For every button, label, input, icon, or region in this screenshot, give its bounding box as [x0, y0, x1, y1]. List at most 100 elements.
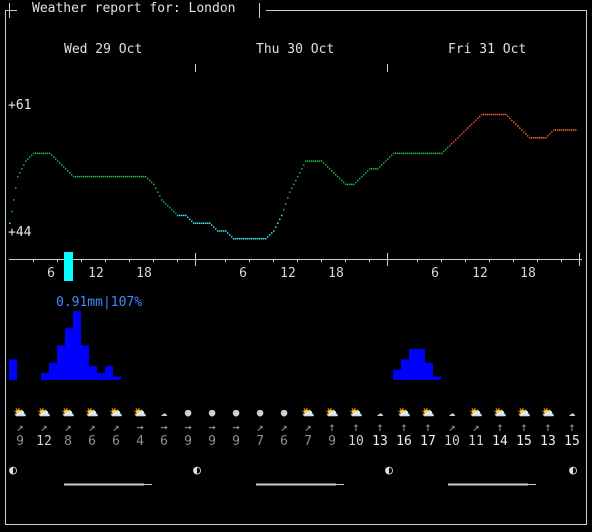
temperature-point	[361, 175, 363, 178]
cloud-sun-icon: ⛅	[325, 406, 339, 419]
temperature-point	[163, 201, 165, 203]
cloud-sun-icon: ⛅	[37, 406, 51, 419]
temperature-point	[199, 222, 201, 224]
temperature-point	[17, 175, 19, 178]
temperature-point	[503, 113, 505, 116]
moon-full-icon: ●	[256, 406, 264, 419]
temperature-point	[93, 175, 95, 178]
temperature-point	[131, 175, 133, 178]
temperature-point	[171, 208, 173, 211]
temperature-point	[251, 238, 253, 240]
wind-direction-icon: ↑	[376, 420, 384, 434]
precipitation-bar	[393, 369, 401, 380]
temperature-point	[501, 113, 503, 116]
wind-speed: 7	[256, 434, 264, 449]
temperature-point	[525, 133, 527, 135]
temperature-point	[369, 168, 371, 170]
cloud-sun-icon: ⛅	[541, 406, 555, 419]
cloud-icon: ☁	[448, 406, 456, 419]
temperature-point	[25, 160, 27, 162]
temperature-point	[403, 152, 405, 155]
temperature-point	[157, 191, 159, 193]
temperature-point	[475, 119, 477, 122]
temperature-point	[67, 170, 69, 172]
wind-direction-icon: ↗	[280, 420, 288, 434]
temperature-point	[243, 238, 245, 240]
temperature-point	[61, 164, 63, 166]
cloud-sun-icon: ⛅	[493, 406, 507, 419]
cloud-icon: ☁	[376, 406, 384, 419]
temperature-point	[449, 144, 451, 147]
wind-direction-icon: →	[208, 420, 216, 434]
temperature-point	[223, 230, 225, 232]
temperature-point	[395, 152, 397, 155]
wind-direction-icon: ↗	[472, 420, 480, 434]
temperature-point	[461, 133, 463, 135]
temperature-point	[385, 160, 387, 162]
day-label-fri: Fri 31 Oct	[448, 42, 527, 57]
hour-axis-ticks	[33, 259, 562, 262]
wind-speed: 7	[304, 434, 312, 449]
temperature-point	[291, 187, 293, 190]
precipitation-bar	[113, 376, 121, 380]
temperature-point	[465, 129, 467, 131]
cloud-sun-icon: ⛅	[133, 406, 147, 419]
temperature-point	[523, 131, 525, 133]
temperature-point	[205, 222, 207, 224]
wind-direction-icon: ↑	[400, 420, 408, 434]
temperature-point	[283, 208, 285, 211]
temperature-point	[107, 175, 109, 178]
moon-full-icon: ●	[208, 406, 216, 419]
temperature-point	[169, 206, 171, 209]
temperature-point	[423, 152, 425, 155]
temperature-point	[281, 214, 283, 217]
wind-direction-icon: ↗	[448, 420, 456, 434]
temperature-point	[293, 183, 295, 186]
wind-direction-icon: ↗	[112, 420, 120, 434]
wind-speed: 10	[444, 434, 460, 449]
temperature-point	[143, 175, 145, 178]
temperature-point	[351, 183, 353, 186]
temperature-point	[91, 175, 93, 178]
temperature-point	[59, 162, 61, 164]
temperature-point	[357, 179, 359, 182]
wind-speed: 6	[280, 434, 288, 449]
moon-full-icon: ●	[232, 406, 240, 419]
temperature-point	[249, 238, 251, 240]
temperature-point	[533, 137, 535, 139]
wind-speed: 15	[516, 434, 532, 449]
temperature-point	[379, 166, 381, 168]
wind-speed: 4	[136, 434, 144, 449]
temperature-point	[231, 236, 233, 238]
moon-phase-icon: ◐	[385, 463, 393, 478]
temperature-point	[43, 152, 45, 155]
temperature-point	[495, 113, 497, 116]
precipitation-bar	[417, 348, 425, 380]
cloud-icon: ☁	[568, 406, 576, 419]
temperature-point	[125, 175, 127, 178]
wind-direction-icon: ↑	[424, 420, 432, 434]
temperature-point	[299, 172, 301, 174]
temperature-point	[467, 127, 469, 129]
temperature-point	[469, 125, 471, 127]
temperature-point	[149, 179, 151, 182]
temperature-point	[519, 127, 521, 129]
hour-tick-label: 12	[472, 266, 488, 281]
temperature-point	[309, 160, 311, 162]
temperature-point	[241, 238, 243, 240]
temperature-point	[485, 113, 487, 116]
temperature-point	[347, 183, 349, 186]
temperature-point	[509, 117, 511, 120]
temperature-point	[353, 183, 355, 186]
temperature-point	[355, 181, 357, 184]
temperature-point	[345, 183, 347, 186]
temperature-point	[257, 238, 259, 240]
temperature-point	[513, 121, 515, 124]
temperature-point	[185, 214, 187, 217]
wind-direction-icon: →	[136, 420, 144, 434]
temperature-point	[517, 125, 519, 127]
temperature-point	[559, 129, 561, 131]
temperature-point	[63, 166, 65, 168]
temperature-point	[375, 168, 377, 170]
